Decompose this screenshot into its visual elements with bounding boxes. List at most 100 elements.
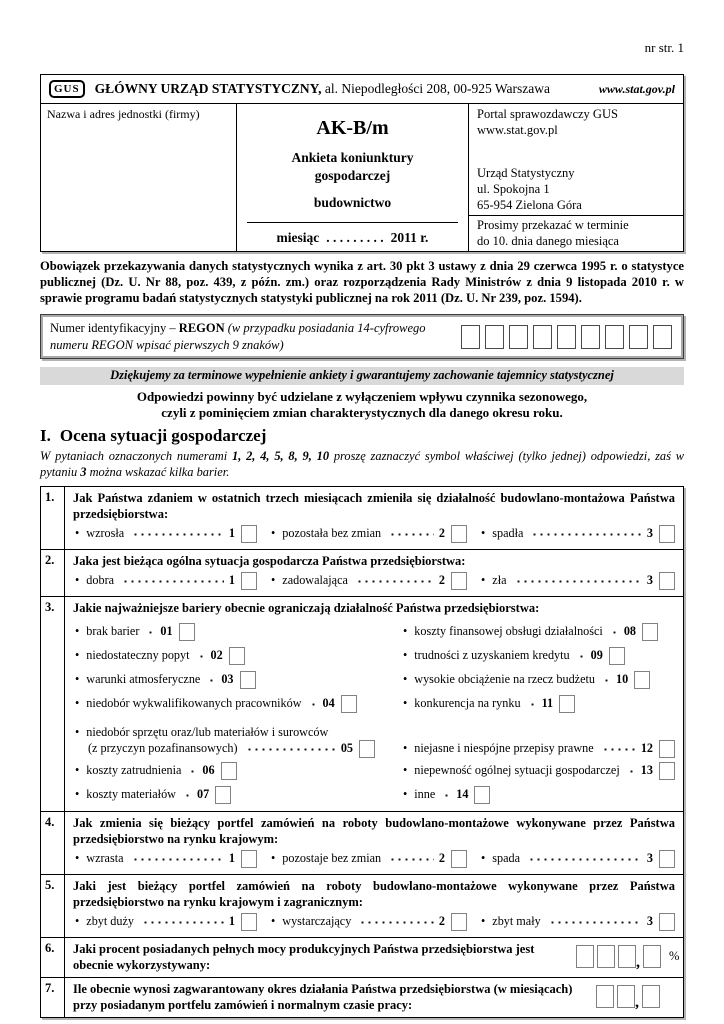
answer-checkbox[interactable]	[659, 524, 675, 543]
regon-digit-box[interactable]	[629, 324, 648, 349]
dot-leader	[353, 574, 434, 588]
answer-option: pozostaje bez zmian 2	[269, 849, 467, 868]
option-label: pozostaje bez zmian	[282, 851, 382, 866]
option-code: 2	[438, 573, 445, 588]
option-code: 05	[340, 741, 353, 756]
page-number: nr str. 1	[644, 40, 684, 55]
dot-leader	[187, 764, 198, 778]
answer-option: zła 3	[479, 571, 675, 590]
regon-digit-box[interactable]	[533, 324, 552, 349]
digit-box[interactable]	[596, 985, 614, 1009]
section-note: W pytaniach oznaczonych numerami 1, 2, 4…	[40, 449, 685, 480]
answer-checkbox[interactable]	[608, 646, 625, 665]
question-row-5: 5. Jaki jest bieżący portfel zamówień na…	[41, 874, 683, 938]
answer-checkbox[interactable]	[215, 785, 232, 804]
option-code: 2	[438, 526, 445, 541]
question-row-2: 2. Jaka jest bieżąca ogólna sytuacja gos…	[41, 549, 683, 597]
digit-box[interactable]	[617, 985, 635, 1009]
regon-digit-box[interactable]	[557, 324, 576, 349]
regon-digit-box[interactable]	[509, 324, 528, 349]
answer-checkbox[interactable]	[178, 622, 195, 641]
answer-checkbox[interactable]	[659, 912, 675, 931]
regon-digit-box[interactable]	[485, 324, 504, 349]
option-label: wzrosła	[86, 526, 125, 541]
answer-checkbox[interactable]	[451, 912, 467, 931]
answer-checkbox[interactable]	[241, 912, 257, 931]
thanks-banner: Dziękujemy za terminowe wypełnienie anki…	[40, 366, 684, 385]
answer-checkbox[interactable]	[474, 785, 491, 804]
digit-box[interactable]	[643, 945, 661, 969]
answer-option: wzrasta 1	[73, 849, 257, 868]
answer-checkbox[interactable]	[451, 524, 467, 543]
regon-input-boxes	[461, 324, 672, 349]
answer-checkbox[interactable]	[228, 646, 245, 665]
digit-box[interactable]	[597, 945, 615, 969]
dot-leader	[129, 852, 224, 866]
answer-checkbox[interactable]	[241, 849, 257, 868]
unit-name-address-field[interactable]: Nazwa i adres jednostki (firmy)	[41, 104, 237, 251]
digit-box[interactable]	[576, 945, 594, 969]
regon-digit-box[interactable]	[605, 324, 624, 349]
answer-option: niedobór wykwalifikowanych pracowników 0…	[73, 694, 357, 713]
question-text-italic: (w miesiącach)	[493, 981, 573, 996]
option-code: 1	[228, 573, 235, 588]
answer-option: wzrosła 1	[73, 524, 257, 543]
divider	[247, 222, 458, 224]
option-code: 06	[202, 763, 215, 778]
answer-checkbox[interactable]	[220, 761, 237, 780]
months-input-boxes: ,	[593, 985, 660, 1011]
answer-option: brak barier 01	[73, 622, 195, 641]
answer-option: pozostała bez zmian 2	[269, 524, 467, 543]
dot-leader	[357, 915, 434, 929]
unit-name-address-label: Nazwa i adres jednostki (firmy)	[47, 107, 200, 121]
answer-checkbox[interactable]	[451, 571, 467, 590]
regon-digit-box[interactable]	[461, 324, 480, 349]
option-label: koszty finansowej obsługi działalności	[414, 624, 603, 639]
option-code: 3	[646, 914, 653, 929]
form-title: Ankieta koniunktury gospodarczej	[291, 150, 414, 183]
answer-checkbox[interactable]	[658, 761, 675, 780]
answer-checkbox[interactable]	[241, 524, 257, 543]
answer-checkbox[interactable]	[340, 694, 357, 713]
answer-checkbox[interactable]	[241, 571, 257, 590]
option-code: 13	[640, 763, 653, 778]
dot-leader	[130, 527, 224, 541]
option-label: niejasne i niespójne przepisy prawne	[414, 741, 594, 756]
dot-leader	[195, 649, 206, 663]
header-institution-row: GUS GŁÓWNY URZĄD STATYSTYCZNY, al. Niepo…	[41, 75, 683, 104]
question-text: Jak zmienia się bieżący portfel zamówień…	[73, 815, 675, 846]
answer-checkbox[interactable]	[634, 670, 651, 689]
option-label: brak barier	[86, 624, 140, 639]
regon-digit-box[interactable]	[653, 324, 672, 349]
dot-leader	[307, 697, 318, 711]
question-row-1: 1. Jak Państwa zdaniem w ostatnich trzec…	[41, 486, 683, 550]
digit-box[interactable]	[618, 945, 636, 969]
answer-checkbox[interactable]	[359, 739, 375, 758]
answer-option: spada 3	[479, 849, 675, 868]
answer-option: zbyt mały 3	[479, 912, 675, 931]
answer-checkbox[interactable]	[239, 670, 256, 689]
answer-checkbox[interactable]	[451, 849, 467, 868]
section-title: I. Ocena sytuacji gospodarczej	[40, 426, 267, 446]
month-fill-in-blank[interactable]: . . . . . . . . .	[326, 230, 384, 246]
answer-checkbox[interactable]	[559, 694, 576, 713]
regon-digit-box[interactable]	[581, 324, 600, 349]
option-code: 07	[196, 787, 210, 802]
answer-checkbox[interactable]	[659, 849, 675, 868]
gus-logo-icon: GUS	[49, 80, 85, 98]
month-line: miesiąc . . . . . . . . . 2011 r.	[237, 230, 468, 246]
answer-option: konkurencja na rynku 11	[401, 694, 576, 713]
option-code: 02	[210, 648, 223, 663]
answer-checkbox[interactable]	[659, 739, 675, 758]
option-label: spadła	[492, 526, 524, 541]
dot-leader	[625, 764, 636, 778]
institution-address: al. Niepodległości 208, 00-925 Warszawa	[321, 81, 551, 96]
answer-checkbox[interactable]	[659, 571, 675, 590]
option-label: trudności z uzyskaniem kredytu	[414, 648, 570, 663]
option-label: pozostała bez zmian	[282, 526, 382, 541]
option-code: 03	[221, 672, 234, 687]
digit-box[interactable]	[642, 985, 660, 1009]
year-label: 2011 r.	[390, 230, 429, 246]
answer-checkbox[interactable]	[642, 622, 659, 641]
option-label: wzrasta	[86, 851, 124, 866]
